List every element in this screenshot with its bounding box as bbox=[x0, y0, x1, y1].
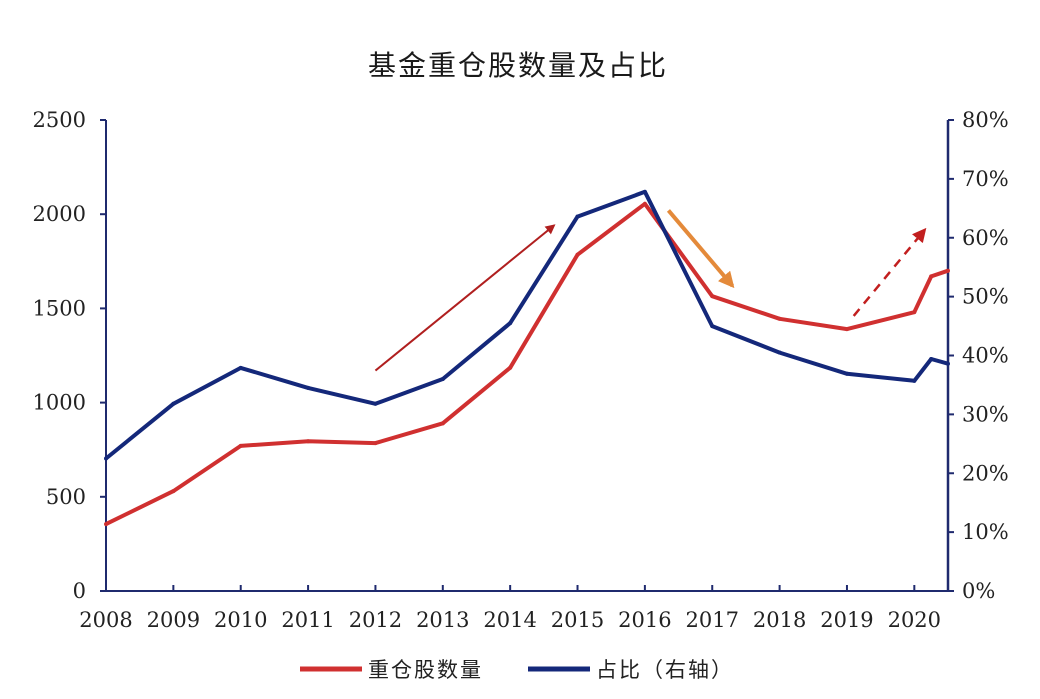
data-point-count bbox=[912, 310, 917, 315]
data-point-ratio bbox=[642, 189, 647, 194]
left-tick-label: 500 bbox=[46, 485, 86, 509]
data-point-count bbox=[373, 441, 378, 446]
right-tick-label: 50% bbox=[962, 285, 1009, 309]
x-ticks: 2008 2009 2010 2011 2012 2013 2014 2015 2016 2017… bbox=[79, 585, 941, 632]
x-tick-label: 2011 bbox=[281, 608, 334, 632]
right-tick-label: 20% bbox=[962, 461, 1009, 485]
data-point-count bbox=[777, 316, 782, 321]
x-tick-label: 2013 bbox=[416, 608, 469, 632]
data-point-ratio bbox=[373, 401, 378, 406]
x-tick-label: 2009 bbox=[147, 608, 200, 632]
right-tick-label: 0% bbox=[962, 579, 995, 603]
x-tick-label: 2014 bbox=[483, 608, 536, 632]
data-point-ratio bbox=[929, 357, 934, 362]
data-point-ratio bbox=[777, 350, 782, 355]
x-tick-label: 2017 bbox=[686, 608, 739, 632]
data-point-count bbox=[929, 274, 934, 279]
right-tick-label: 80% bbox=[962, 108, 1009, 132]
legend: 重仓股数量 占比（右轴） bbox=[300, 658, 734, 682]
chart-title: 基金重仓股数量及占比 bbox=[368, 49, 668, 82]
legend-label-count: 重仓股数量 bbox=[368, 658, 483, 682]
data-point-ratio bbox=[306, 385, 311, 390]
data-point-ratio bbox=[912, 378, 917, 383]
data-point-count bbox=[238, 443, 243, 448]
x-tick-label: 2018 bbox=[753, 608, 806, 632]
trend-arrow-3 bbox=[852, 227, 927, 317]
x-tick-label: 2019 bbox=[820, 608, 873, 632]
data-point-ratio bbox=[440, 377, 445, 382]
right-tick-label: 60% bbox=[962, 226, 1009, 250]
left-tick-label: 1500 bbox=[33, 296, 86, 320]
right-tick-label: 40% bbox=[962, 344, 1009, 368]
left-tick-label: 2000 bbox=[33, 202, 86, 226]
right-tick-label: 70% bbox=[962, 167, 1009, 191]
x-tick-label: 2008 bbox=[79, 608, 132, 632]
data-point-count bbox=[508, 365, 513, 370]
right-y-ticks: 0% 10% 20% 30% 40% 50% 60% 70% 80% bbox=[948, 108, 1009, 603]
x-tick-label: 2016 bbox=[618, 608, 671, 632]
x-tick-label: 2020 bbox=[888, 608, 941, 632]
data-point-ratio bbox=[946, 361, 950, 366]
data-point-ratio bbox=[575, 214, 580, 219]
data-point-ratio bbox=[238, 365, 243, 370]
data-point-ratio bbox=[710, 324, 715, 329]
left-tick-label: 1000 bbox=[33, 391, 86, 415]
trend-arrow-2 bbox=[666, 209, 735, 289]
trend-arrows bbox=[374, 209, 927, 372]
data-point-ratio bbox=[104, 456, 108, 461]
trend-arrow-1 bbox=[374, 224, 556, 372]
series-points bbox=[104, 189, 950, 527]
data-point-count bbox=[642, 201, 647, 206]
data-point-count bbox=[575, 252, 580, 257]
left-y-ticks: 0 500 1000 1500 2000 2500 bbox=[33, 108, 106, 603]
x-tick-label: 2012 bbox=[349, 608, 402, 632]
right-tick-label: 10% bbox=[962, 520, 1009, 544]
data-point-ratio bbox=[171, 401, 176, 406]
left-tick-label: 2500 bbox=[33, 108, 86, 132]
legend-label-ratio: 占比（右轴） bbox=[596, 658, 734, 682]
data-point-ratio bbox=[844, 371, 849, 376]
data-point-count bbox=[440, 421, 445, 426]
x-tick-label: 2010 bbox=[214, 608, 267, 632]
data-point-count bbox=[104, 522, 108, 527]
data-point-count bbox=[844, 327, 849, 332]
data-point-count bbox=[306, 439, 311, 444]
data-point-ratio bbox=[508, 321, 513, 326]
left-tick-label: 0 bbox=[73, 579, 86, 603]
data-point-count bbox=[946, 268, 950, 273]
x-tick-label: 2015 bbox=[551, 608, 604, 632]
data-point-count bbox=[710, 294, 715, 299]
right-tick-label: 30% bbox=[962, 402, 1009, 426]
data-point-count bbox=[171, 489, 176, 494]
